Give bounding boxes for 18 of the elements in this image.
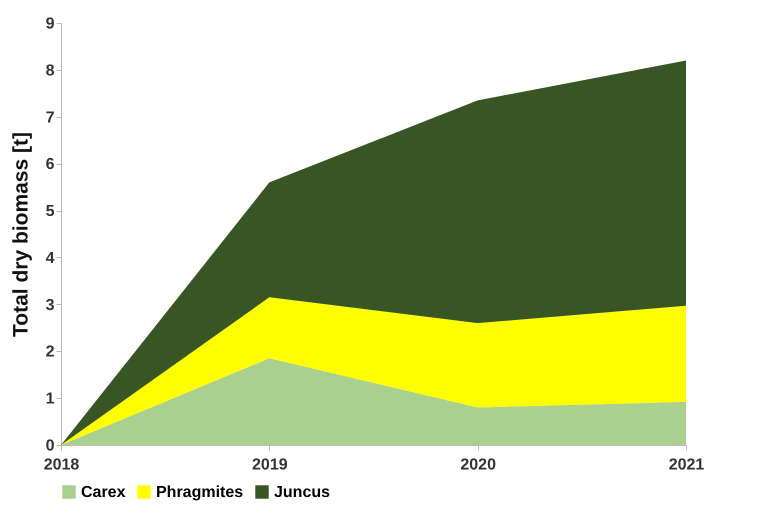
x-tick-label: 2019 [252,456,288,474]
x-tick-label: 2018 [44,456,80,474]
y-tick-label: 6 [46,156,55,174]
y-tick-label: 1 [46,390,55,408]
y-tick-label: 4 [46,250,55,267]
y-tick-label: 5 [46,203,55,220]
y-tick-label: 8 [46,62,55,80]
y-tick-label: 9 [46,16,55,32]
legend-label: Juncus [274,484,330,501]
legend-label: Carex [81,484,126,501]
x-tick-label: 2020 [460,456,496,474]
y-tick-label: 0 [46,438,55,454]
y-tick-label: 2 [46,344,55,361]
y-axis-title: Total dry biomass [t] [10,132,33,337]
x-tick-label: 2021 [668,456,704,474]
legend-label: Phragmites [156,484,244,501]
y-tick-label: 7 [46,109,55,126]
y-tick-label: 3 [46,296,55,314]
